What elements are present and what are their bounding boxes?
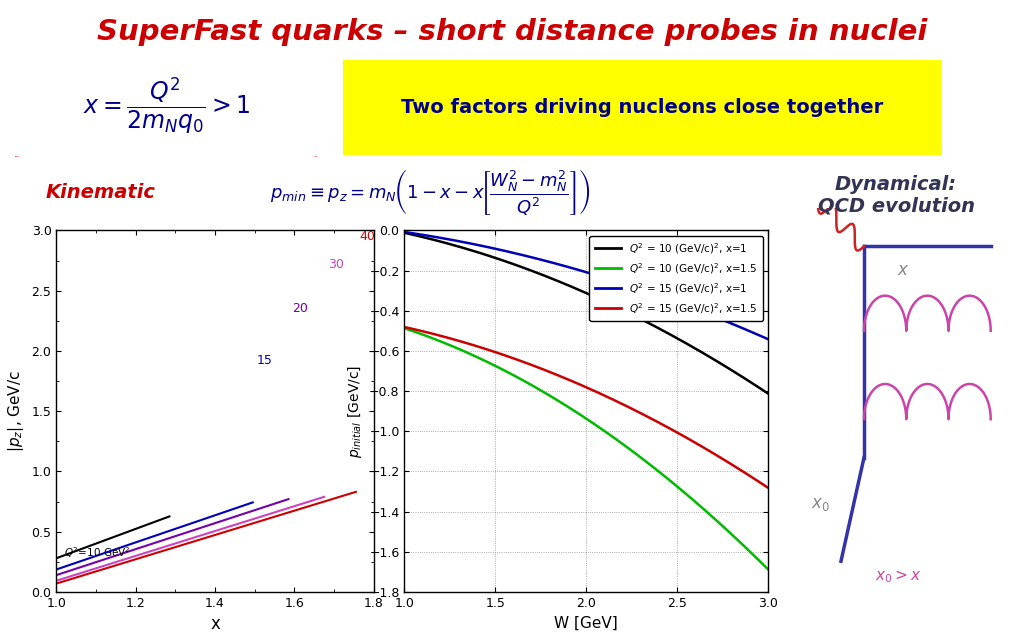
- X-axis label: x: x: [210, 616, 220, 634]
- Text: 30: 30: [328, 258, 344, 271]
- X-axis label: W [GeV]: W [GeV]: [554, 616, 618, 630]
- Text: $x$: $x$: [897, 261, 909, 279]
- Text: Two factors driving nucleons close together: Two factors driving nucleons close toget…: [401, 98, 884, 117]
- Text: $p_{min} \equiv p_z = m_N\!\left(1 - x - x\!\left[\dfrac{W_N^2-m_N^2}{Q^2}\right: $p_{min} \equiv p_z = m_N\!\left(1 - x -…: [269, 167, 591, 217]
- Text: Dynamical:
QCD evolution: Dynamical: QCD evolution: [817, 175, 975, 216]
- Text: $x = \dfrac{Q^2}{2m_N q_0} > 1$: $x = \dfrac{Q^2}{2m_N q_0} > 1$: [83, 75, 250, 136]
- Text: Kinematic: Kinematic: [46, 182, 156, 202]
- Y-axis label: $|p_z|$, GeV/c: $|p_z|$, GeV/c: [6, 370, 26, 452]
- Text: $x_0$: $x_0$: [811, 495, 829, 513]
- Text: 15: 15: [257, 354, 272, 367]
- FancyBboxPatch shape: [343, 60, 942, 155]
- Text: 40: 40: [359, 230, 376, 243]
- Y-axis label: $p_{initial}$ [GeV/c]: $p_{initial}$ [GeV/c]: [345, 365, 364, 458]
- Text: $x_0 > x$: $x_0 > x$: [876, 568, 922, 585]
- Text: 20: 20: [293, 302, 308, 316]
- Legend: $Q^2$ = 10 (GeV/c)$^2$, x=1, $Q^2$ = 10 (GeV/c)$^2$, x=1.5, $Q^2$ = 15 (GeV/c)$^: $Q^2$ = 10 (GeV/c)$^2$, x=1, $Q^2$ = 10 …: [590, 236, 763, 321]
- Text: $Q^2$=10 GeV$^2$: $Q^2$=10 GeV$^2$: [65, 545, 131, 559]
- Text: SuperFast quarks – short distance probes in nuclei: SuperFast quarks – short distance probes…: [97, 18, 927, 46]
- FancyBboxPatch shape: [6, 56, 327, 159]
